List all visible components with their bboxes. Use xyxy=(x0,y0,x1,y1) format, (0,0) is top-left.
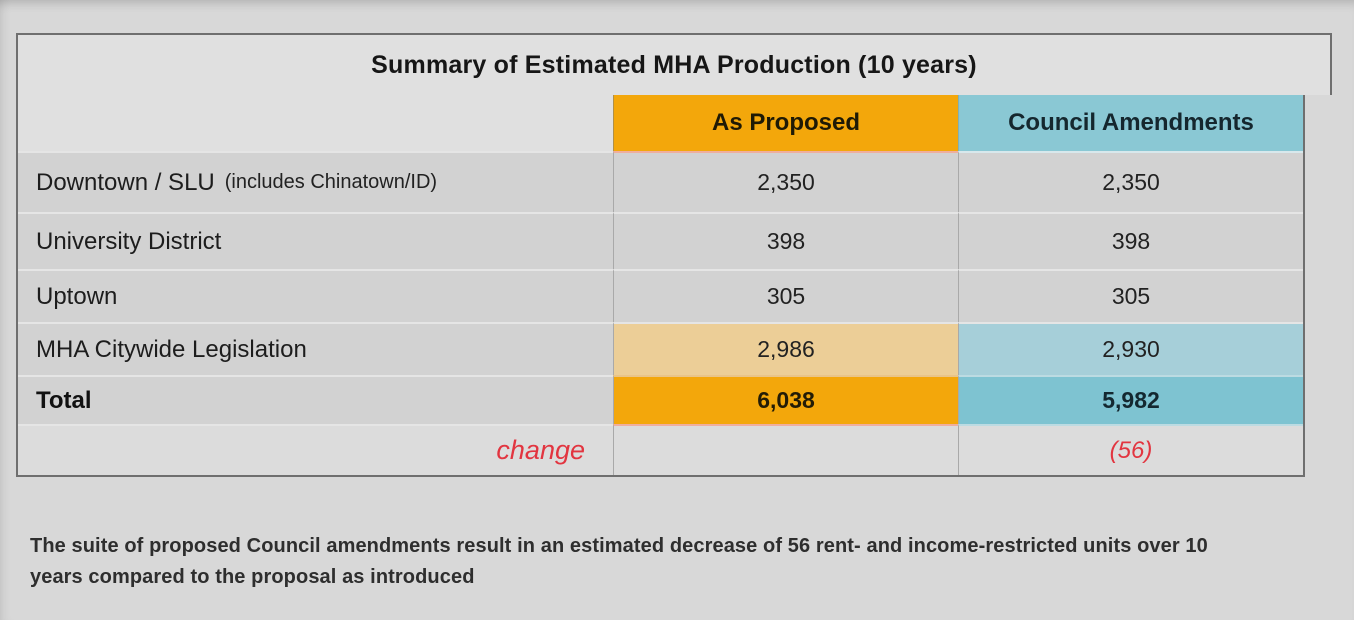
cell-downtown-as-proposed: 2,350 xyxy=(613,151,958,212)
row-label-text: Downtown / SLU xyxy=(36,168,215,196)
cell-change-council: (56) xyxy=(958,424,1303,475)
cell-downtown-council: 2,350 xyxy=(958,151,1303,212)
cell-total-council: 5,982 xyxy=(958,375,1303,424)
table-title: Summary of Estimated MHA Production (10 … xyxy=(371,50,977,79)
mha-production-table: As Proposed Council Amendments Downtown … xyxy=(16,95,1305,477)
cell-university-as-proposed: 398 xyxy=(613,212,958,269)
cell-mha-citywide-as-proposed: 2,986 xyxy=(613,322,958,375)
row-label-change: change xyxy=(18,424,613,475)
cell-mha-citywide-council: 2,930 xyxy=(958,322,1303,375)
row-label-mha-citywide: MHA Citywide Legislation xyxy=(18,322,613,375)
footnote-text: The suite of proposed Council amendments… xyxy=(30,535,1208,588)
cell-change-as-proposed xyxy=(613,424,958,475)
cell-uptown-as-proposed: 305 xyxy=(613,269,958,322)
row-label-university-district: University District xyxy=(18,212,613,269)
row-label-note: (includes Chinatown/ID) xyxy=(224,171,438,193)
row-label-total: Total xyxy=(18,375,613,424)
row-label-uptown: Uptown xyxy=(18,269,613,322)
column-header-as-proposed: As Proposed xyxy=(613,95,958,151)
row-label-downtown-slu: Downtown / SLU (includes Chinatown/ID) xyxy=(18,151,613,212)
table-title-band: Summary of Estimated MHA Production (10 … xyxy=(16,33,1332,95)
cell-uptown-council: 305 xyxy=(958,269,1303,322)
column-header-council-amendments: Council Amendments xyxy=(958,95,1303,151)
cell-university-council: 398 xyxy=(958,212,1303,269)
header-spacer-cell xyxy=(18,95,613,151)
cell-total-as-proposed: 6,038 xyxy=(613,375,958,424)
